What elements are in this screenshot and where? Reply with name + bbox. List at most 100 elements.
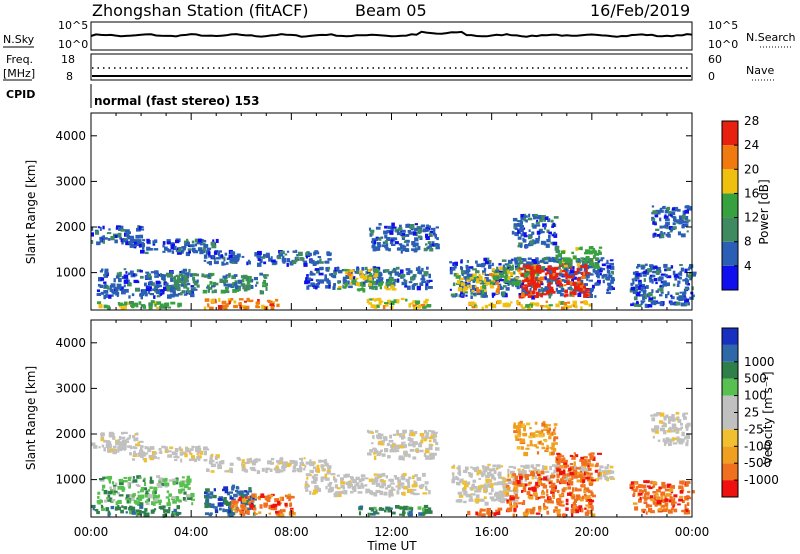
heatmap-cell — [638, 290, 642, 294]
heatmap-cell — [376, 266, 381, 271]
heatmap-cell — [594, 252, 599, 256]
heatmap-cell — [597, 269, 601, 272]
heatmap-cell — [378, 284, 381, 287]
heatmap-cell — [685, 424, 689, 428]
heatmap-cell — [96, 293, 102, 296]
heatmap-cell — [211, 244, 217, 249]
heatmap-cell — [581, 264, 586, 267]
heatmap-cell — [360, 477, 365, 482]
heatmap-cell — [162, 513, 166, 518]
heatmap-cell — [691, 294, 695, 298]
heatmap-cell — [645, 285, 649, 289]
x-tick-label: 00:00 — [675, 525, 710, 539]
heatmap-cell — [550, 482, 556, 488]
heatmap-cell — [218, 250, 222, 253]
heatmap-cell — [185, 251, 190, 257]
heatmap-cell — [112, 484, 117, 487]
heatmap-cell — [132, 454, 138, 457]
heatmap-cell — [108, 228, 111, 231]
heatmap-cell — [120, 431, 124, 435]
heatmap-cell — [115, 275, 120, 279]
heatmap-cell — [475, 494, 480, 499]
heatmap-cell — [376, 304, 380, 308]
heatmap-cell — [558, 494, 564, 497]
heatmap-cell — [495, 510, 501, 515]
heatmap-cell — [658, 507, 663, 512]
heatmap-cell — [127, 482, 130, 487]
heatmap-cell — [101, 432, 105, 437]
heatmap-cell — [480, 293, 484, 298]
heatmap-cell — [534, 433, 539, 438]
heatmap-cell — [652, 481, 658, 485]
heatmap-cell — [559, 283, 564, 287]
heatmap-cell — [561, 480, 567, 485]
heatmap-cell — [161, 289, 165, 292]
heatmap-cell — [513, 271, 516, 275]
heatmap-cell — [113, 486, 116, 491]
heatmap-cell — [535, 261, 540, 265]
heatmap-cell — [469, 496, 473, 500]
heatmap-cell — [522, 237, 525, 242]
heatmap-cell — [680, 302, 686, 307]
heatmap-cell — [672, 283, 676, 287]
heatmap-cell — [359, 271, 363, 274]
heatmap-cell — [544, 499, 548, 503]
nsky-series-line — [90, 30, 693, 38]
heatmap-cell — [389, 241, 394, 245]
heatmap-cell — [91, 227, 94, 231]
freq-tick-top: 18 — [61, 53, 75, 66]
heatmap-cell — [686, 502, 690, 506]
heatmap-cell — [152, 502, 156, 506]
heatmap-cell — [324, 260, 330, 264]
heatmap-cell — [474, 468, 478, 473]
heatmap-cell — [173, 511, 178, 515]
heatmap-cell — [530, 277, 534, 281]
heatmap-cell — [569, 472, 575, 476]
heatmap-cell — [523, 215, 528, 218]
colorbar-segment — [722, 169, 738, 194]
heatmap-cell — [172, 284, 177, 287]
heatmap-cell — [506, 507, 510, 512]
heatmap-cell — [186, 475, 190, 480]
heatmap-cell — [476, 291, 482, 296]
heatmap-cell — [565, 275, 568, 280]
heatmap-cell — [590, 262, 594, 266]
heatmap-cell — [674, 302, 678, 306]
heatmap-cell — [179, 490, 183, 494]
heatmap-cell — [521, 285, 524, 289]
heatmap-cell — [527, 261, 533, 266]
heatmap-cell — [225, 274, 230, 277]
heatmap-cell — [463, 500, 467, 504]
heatmap-cell — [660, 273, 666, 276]
heatmap-cell — [380, 433, 384, 437]
heatmap-cell — [195, 448, 199, 452]
heatmap-cell — [521, 306, 526, 309]
heatmap-cell — [376, 242, 381, 246]
heatmap-cell — [639, 272, 642, 278]
heatmap-cell — [544, 423, 548, 429]
heatmap-cell — [131, 480, 134, 484]
heatmap-cell — [401, 229, 406, 233]
heatmap-cell — [386, 442, 390, 447]
heatmap-cell — [472, 292, 477, 296]
heatmap-cell — [405, 268, 411, 271]
heatmap-cell — [143, 452, 149, 455]
heatmap-cell — [156, 301, 162, 305]
heatmap-cell — [432, 438, 436, 443]
heatmap-cell — [469, 284, 472, 289]
heatmap-cell — [254, 252, 258, 257]
heatmap-cell — [305, 279, 311, 284]
heatmap-cell — [460, 290, 464, 294]
x-tick-label: 00:00 — [74, 525, 109, 539]
heatmap-cell — [664, 268, 668, 272]
heatmap-cell — [173, 481, 176, 486]
heatmap-cell — [544, 272, 548, 276]
heatmap-cell — [531, 223, 535, 227]
heatmap-cell — [556, 258, 559, 261]
heatmap-cell — [581, 495, 585, 500]
heatmap-cell — [460, 260, 463, 264]
heatmap-cell — [275, 465, 279, 469]
heatmap-cell — [316, 468, 320, 473]
heatmap-cell — [509, 505, 513, 508]
heatmap-cell — [100, 436, 105, 442]
